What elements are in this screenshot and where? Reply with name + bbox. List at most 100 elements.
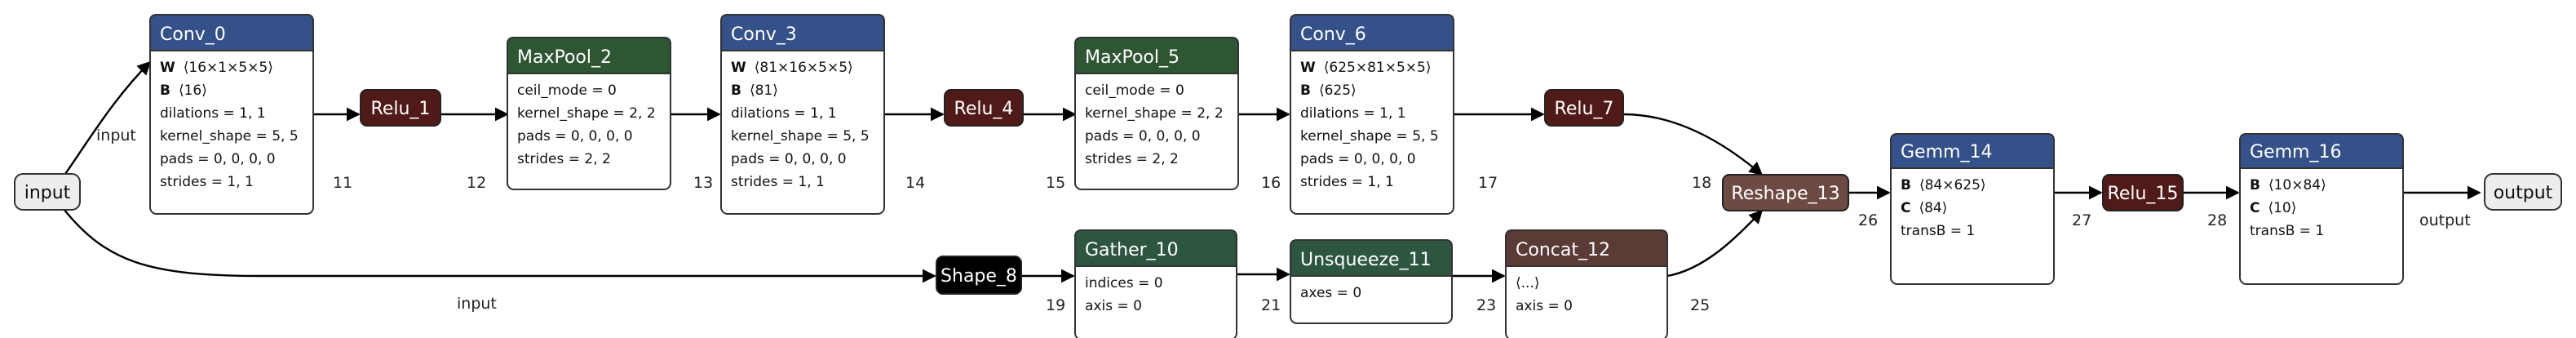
node-attr-key: B [160,82,170,99]
node-title: Conv_0 [160,24,226,45]
node-attr: kernel_shape = 2, 2 [1085,105,1224,122]
node-header [1074,37,1239,74]
node-attr-value: strides = 2, 2 [1085,151,1179,167]
node-attr-value: ⟨81⟩ [750,82,778,99]
node-attr: strides = 2, 2 [1085,151,1179,167]
output-node[interactable]: output [2484,173,2562,211]
node-title: Gemm_16 [2250,142,2341,162]
node-conv-6[interactable]: Conv_6 W ⟨625×81×5×5⟩ B ⟨625⟩ dilations = 1, … [1290,14,1454,215]
output-node-box [2484,173,2562,211]
node-gemm-16[interactable]: Gemm_16 B ⟨10×84⟩ C ⟨10⟩ transB = 1 [2239,133,2404,285]
edge-label-15: 15 [1046,174,1065,192]
node-attr-value: strides = 2, 2 [517,151,611,167]
node-attr-value: ⟨...⟩ [1516,275,1539,291]
node-concat-12[interactable]: Concat_12 ⟨...⟩ axis = 0 [1505,229,1668,338]
node-shape-8[interactable]: Shape_8 [936,256,1022,295]
edge-label-14: 14 [905,174,925,192]
node-attr: strides = 1, 1 [731,174,825,190]
node-conv-0[interactable]: Conv_0 W ⟨16×1×5×5⟩ B ⟨16⟩ dilations = 1, 1 ke… [149,14,314,215]
node-relu-1[interactable]: Relu_1 [360,89,441,127]
output-node-label: output [2494,183,2553,203]
node-attr-value: strides = 1, 1 [160,174,254,190]
node-pill [2102,174,2184,211]
node-attr-value: axes = 0 [1300,285,1361,301]
edge-label-21: 21 [1261,296,1281,314]
node-pill [360,89,441,127]
edge-input-conv0 [63,60,152,177]
node-attr-value: kernel_shape = 5, 5 [1300,128,1439,145]
node-attr-value: transB = 1 [2250,223,2324,239]
node-header [720,14,885,51]
node-pill [944,89,1024,127]
node-relu-15[interactable]: Relu_15 [2102,174,2184,211]
node-attr-value: ⟨16⟩ [179,82,207,99]
edge-label-27: 27 [2072,211,2091,229]
node-attr-key: W [731,60,746,76]
node-attr-key: B [2250,177,2260,193]
edge-input-shape8 [63,208,936,283]
node-attr-value: ⟨84×625⟩ [1919,177,1986,193]
input-node[interactable]: input [14,173,81,211]
node-header [1290,239,1453,277]
node-attr-value: ⟨81×16×5×5⟩ [755,60,853,76]
node-attr: transB = 1 [1901,223,1975,239]
node-attr-value: indices = 0 [1085,275,1163,291]
node-attr-value: ceil_mode = 0 [1085,82,1184,99]
node-attr: kernel_shape = 5, 5 [731,128,870,145]
node-header [149,14,314,51]
node-attr: kernel_shape = 5, 5 [1300,128,1439,145]
node-reshape-13[interactable]: Reshape_13 [1722,174,1849,211]
node-attr-value: dilations = 1, 1 [731,105,837,122]
node-conv-3[interactable]: Conv_3 W ⟨81×16×5×5⟩ B ⟨81⟩ dilations = 1, 1 k… [720,14,885,215]
node-pill [1722,174,1849,211]
node-pill [1544,89,1624,127]
node-attr-key: C [1901,200,1910,216]
node-attr: ceil_mode = 0 [517,82,617,99]
node-relu-4[interactable]: Relu_4 [944,89,1024,127]
node-maxpool-2[interactable]: MaxPool_2 ceil_mode = 0 kernel_shape = 2, … [507,37,671,190]
node-attr: transB = 1 [2250,223,2324,239]
edge-labels: input 11 12 13 14 15 16 17 18 input 19 2… [96,127,2471,314]
node-attr: pads = 0, 0, 0, 0 [1085,128,1201,145]
edge-label-12: 12 [467,174,486,192]
node-attr-value: ⟨625⟩ [1319,82,1357,99]
node-attr-value: ⟨16×1×5×5⟩ [184,60,273,76]
node-gemm-14[interactable]: Gemm_14 B ⟨84×625⟩ C ⟨84⟩ transB = 1 [1890,133,2055,285]
node-attr-value: pads = 0, 0, 0, 0 [160,151,276,167]
node-attr: B ⟨16⟩ [160,82,207,99]
node-attr-value: pads = 0, 0, 0, 0 [731,151,847,167]
node-header [1290,14,1454,51]
node-header [1890,133,2055,169]
edge-label-18: 18 [1692,174,1711,192]
node-title: Shape_8 [941,266,1017,287]
node-attr: strides = 2, 2 [517,151,611,167]
node-attr-key: W [1300,60,1316,76]
node-relu-7[interactable]: Relu_7 [1544,89,1624,127]
edge-label-17: 17 [1478,174,1498,192]
node-attr: B ⟨81⟩ [731,82,778,99]
node-attr: pads = 0, 0, 0, 0 [731,151,847,167]
node-attr-value: ⟨10×84⟩ [2268,177,2326,193]
input-node-box [14,173,81,211]
node-title: Conv_6 [1300,24,1366,45]
node-attr: B ⟨84×625⟩ [1901,177,1986,193]
node-attr-value: kernel_shape = 5, 5 [160,128,299,145]
node-attr-value: ceil_mode = 0 [517,82,617,99]
edge-label-output: output [2419,211,2471,229]
node-attr: strides = 1, 1 [160,174,254,190]
node-attr: dilations = 1, 1 [731,105,837,122]
node-attr: axes = 0 [1300,285,1361,301]
node-header [2239,133,2404,169]
node-attr: ⟨...⟩ [1516,275,1539,291]
node-attr: B ⟨625⟩ [1300,82,1357,99]
node-attr: kernel_shape = 5, 5 [160,128,299,145]
operator-nodes: Conv_0 W ⟨16×1×5×5⟩ B ⟨16⟩ dilations = 1, 1 ke… [149,14,2404,338]
edge-label-19: 19 [1046,296,1065,314]
edge-label-input-conv0: input [96,127,136,145]
node-attr-value: kernel_shape = 5, 5 [731,128,870,145]
node-maxpool-5[interactable]: MaxPool_5 ceil_mode = 0 kernel_shape = 2, … [1074,37,1239,190]
node-title: Relu_1 [371,99,431,119]
